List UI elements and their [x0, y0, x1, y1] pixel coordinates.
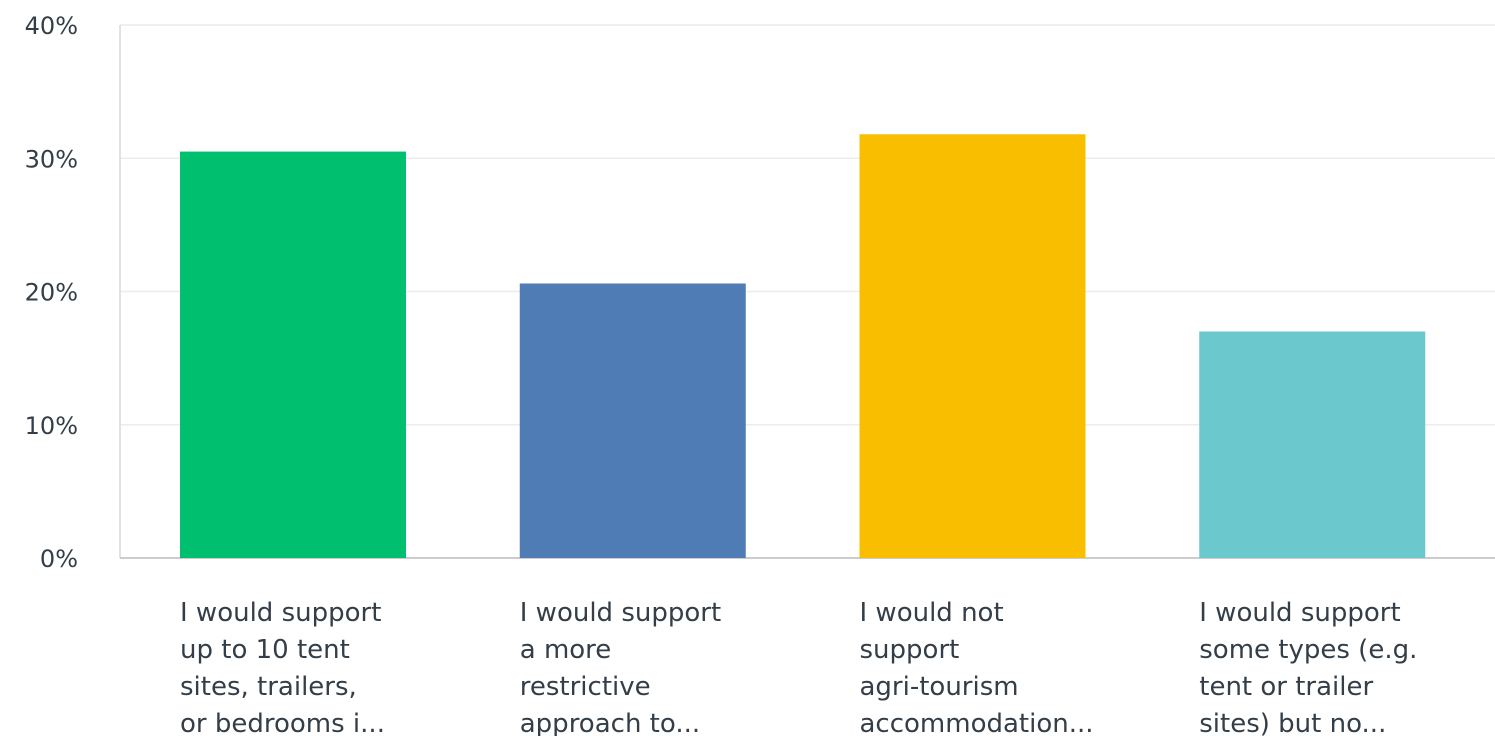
category-label-line: I would support: [520, 598, 721, 628]
category-label-line: agri-tourism: [860, 672, 1019, 702]
category-label-line: restrictive: [520, 672, 651, 702]
category-label-line: I would not: [860, 598, 1004, 628]
bar[interactable]: [1199, 331, 1426, 558]
category-label-line: or bedrooms i...: [180, 709, 385, 736]
y-tick-label: 10%: [25, 412, 78, 440]
category-label-line: sites, trailers,: [180, 672, 357, 702]
category-label-line: some types (e.g.: [1199, 635, 1417, 665]
y-tick-label: 30%: [25, 145, 78, 173]
category-label-line: approach to...: [520, 709, 700, 736]
y-tick-label: 0%: [40, 545, 78, 573]
category-label-line: tent or trailer: [1199, 672, 1373, 702]
bars: [180, 134, 1426, 558]
bar[interactable]: [180, 151, 406, 558]
category-label-line: sites) but no...: [1199, 709, 1386, 736]
bar[interactable]: [519, 283, 746, 558]
category-label-line: I would support: [180, 598, 381, 628]
bar[interactable]: [859, 134, 1086, 558]
category-label: I would support some types (e.g. tent or t…: [1199, 598, 1417, 736]
category-label-line: up to 10 tent: [180, 635, 350, 665]
category-label-line: I would support: [1199, 598, 1400, 628]
y-tick-label: 40%: [25, 12, 78, 40]
category-label-line: a more: [520, 635, 612, 665]
y-tick-label: 20%: [25, 279, 78, 307]
y-tick-labels: 0% 10% 20% 30% 40%: [25, 12, 78, 573]
category-label: I would not support agri-tourism accommodat…: [860, 598, 1094, 736]
category-labels: I would support up to 10 tent sites, trail…: [180, 598, 1417, 736]
category-label: I would support up to 10 tent sites, trail…: [180, 598, 385, 736]
category-label-line: accommodation...: [860, 709, 1094, 736]
category-label: I would support a more restrictive approach…: [520, 598, 721, 736]
category-label-line: support: [860, 635, 960, 665]
